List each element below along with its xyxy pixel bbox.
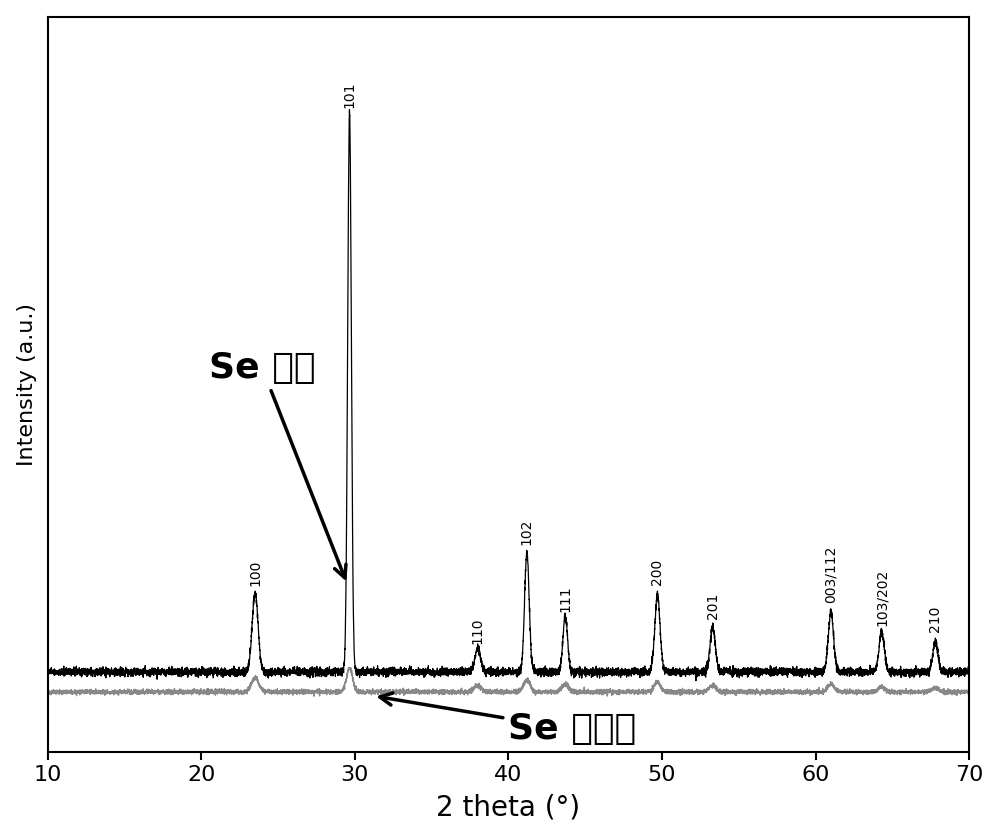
Text: 111: 111 [558,585,572,612]
Text: 102: 102 [520,519,534,545]
Text: 100: 100 [248,559,262,586]
Text: 101: 101 [343,81,357,107]
X-axis label: 2 theta (°): 2 theta (°) [436,794,581,821]
Text: 003/112: 003/112 [824,546,838,603]
Text: 200: 200 [650,558,664,585]
Text: Se 纳米片: Se 纳米片 [380,693,637,747]
Text: 210: 210 [928,605,942,632]
Text: 110: 110 [471,618,485,644]
Text: 103/202: 103/202 [875,569,889,626]
Y-axis label: Intensity (a.u.): Intensity (a.u.) [17,303,37,466]
Text: Se 粉末: Se 粉末 [209,351,346,578]
Text: 201: 201 [706,593,720,619]
